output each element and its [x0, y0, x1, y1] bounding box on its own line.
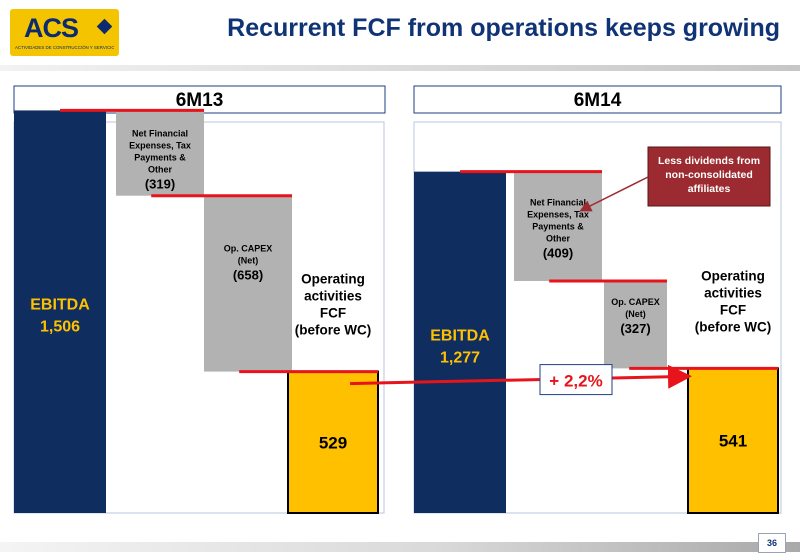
chart-6m13 [13, 85, 386, 514]
period-title: 6M13 [176, 90, 224, 111]
callout-text: Less dividends from non-consolidated affil… [658, 155, 760, 195]
bar-op-capex [204, 195, 292, 372]
callout-pointer [579, 176, 649, 212]
acs-logo: ACS ACTIVIDADES DE CONSTRUCCIÓN Y SERVIC… [10, 9, 119, 56]
financial-expenses-value: (409) [543, 246, 573, 261]
bar-financial-expenses [514, 171, 602, 281]
period-header [13, 85, 386, 114]
op-capex-value: (327) [620, 321, 650, 336]
op-capex-value: (658) [233, 268, 263, 283]
bar-op-capex [604, 280, 667, 369]
bar-operating-fcf [287, 370, 379, 514]
op-capex-label: Op. CAPEX (Net) [224, 244, 273, 266]
chart-6m14 [413, 85, 782, 514]
bar-operating-fcf [687, 367, 779, 514]
callout-box [647, 146, 771, 207]
bar-financial-expenses [116, 110, 204, 196]
logo-text: ACS [24, 13, 79, 43]
bottom-rule [0, 542, 800, 552]
operating-fcf-value: 541 [719, 432, 747, 451]
ebitda-label: EBITDA 1,506 [30, 297, 90, 336]
bar-ebitda [414, 171, 506, 513]
financial-expenses-value: (319) [145, 176, 175, 191]
page-number: 36 [758, 533, 786, 553]
logo-subtext: ACTIVIDADES DE CONSTRUCCIÓN Y SERVICIOS [15, 45, 114, 50]
growth-label: + 2,2% [549, 372, 602, 391]
period-header [413, 85, 782, 114]
op-capex-label: Op. CAPEX (Net) [611, 297, 660, 319]
bar-ebitda [14, 110, 106, 513]
top-rule [0, 65, 800, 71]
period-title: 6M14 [574, 90, 622, 111]
ebitda-label: EBITDA 1,277 [430, 327, 490, 366]
growth-box [539, 364, 613, 396]
financial-expenses-label: Net Financial Expenses, Tax Payments & Othe… [129, 128, 191, 174]
operating-fcf-label: Operating activities FCF (before WC) [695, 268, 772, 334]
operating-fcf-label: Operating activities FCF (before WC) [295, 272, 372, 338]
operating-fcf-value: 529 [319, 433, 347, 452]
growth-arrow [349, 364, 692, 389]
financial-expenses-label: Net Financial Expenses, Tax Payments & Othe… [527, 198, 589, 244]
slide-title: Recurrent FCF from operations keeps grow… [227, 14, 780, 42]
